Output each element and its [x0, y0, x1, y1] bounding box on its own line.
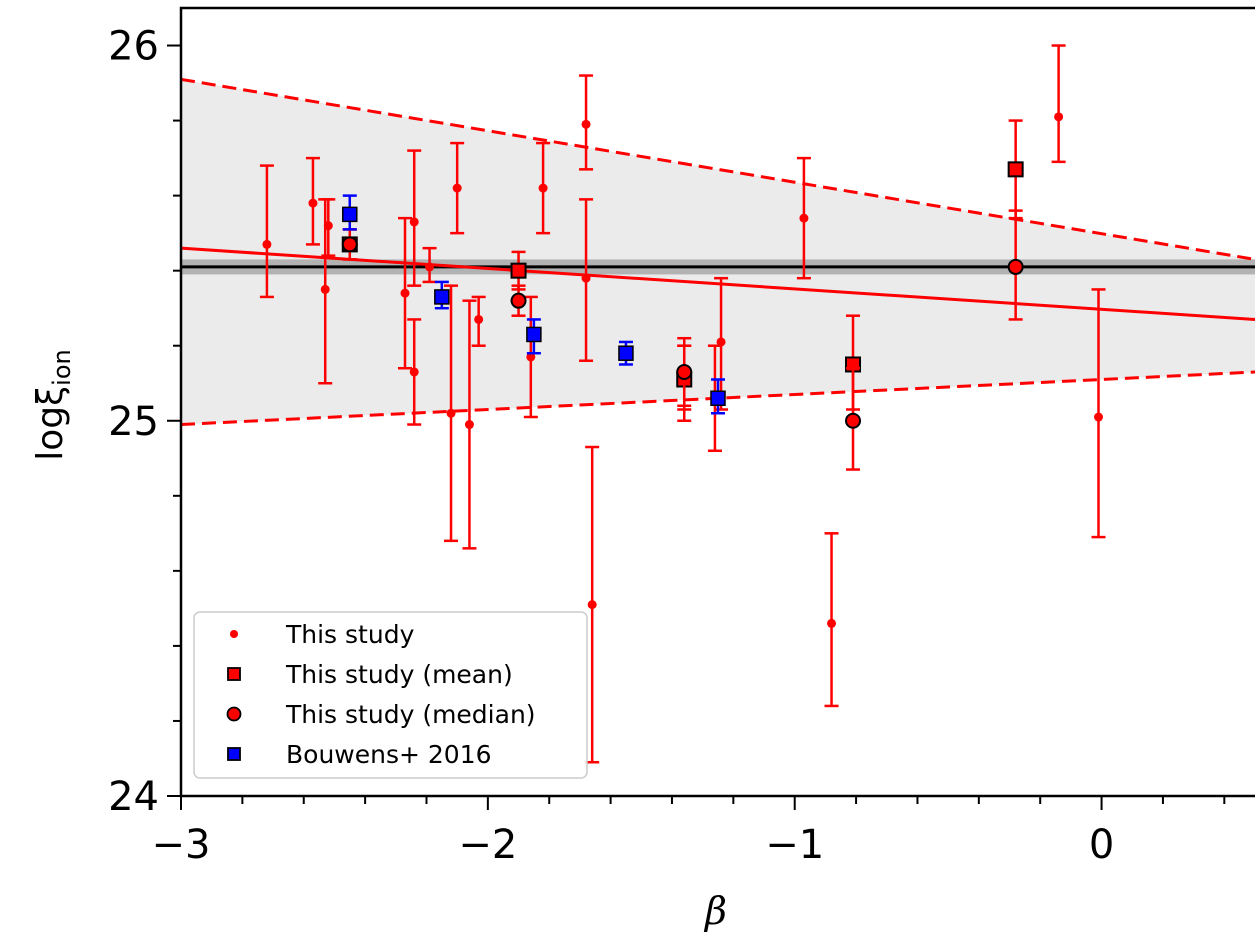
series-0-point-1	[308, 198, 318, 208]
y-tick-label: 25	[108, 399, 159, 445]
series-0-point-21	[827, 618, 837, 628]
series-0-point-7	[425, 262, 435, 272]
series-0-point-4	[400, 288, 410, 298]
series-0-point-9	[452, 183, 462, 193]
legend-label-0: This study	[285, 620, 415, 649]
series-0-point-8	[446, 408, 456, 418]
series-0-point-14	[581, 119, 591, 129]
series-2-point-3	[845, 412, 862, 429]
x-tick-label: −3	[152, 822, 211, 868]
series-2-point-2	[676, 363, 693, 380]
series-2-point-4	[1007, 258, 1024, 275]
fit-confidence-band	[181, 79, 1255, 425]
series-0-point-13	[538, 183, 548, 193]
series-0-point-20	[799, 213, 809, 223]
legend-label-2: This study (median)	[285, 700, 536, 729]
series-3-point-3	[618, 345, 634, 361]
series-3-point-1	[434, 289, 450, 305]
x-axis-label: β	[703, 889, 727, 933]
legend-label-3: Bouwens+ 2016	[286, 740, 492, 769]
series-0-point-2	[320, 284, 330, 294]
series-3	[342, 194, 726, 415]
series-0-point-12	[526, 352, 536, 362]
series-2-point-0	[341, 236, 358, 253]
fit-line	[181, 246, 1255, 321]
legend-label-1: This study (mean)	[285, 660, 513, 689]
series-0-point-23	[1094, 412, 1104, 422]
fit-upper-bound-line	[181, 77, 1255, 261]
x-tick-label: 0	[1089, 822, 1114, 868]
series-1-point-4	[1007, 161, 1024, 178]
plot-frame	[179, 6, 1255, 798]
series-0-point-22	[1054, 112, 1064, 122]
series-2-point-1	[510, 292, 527, 309]
series-2	[341, 209, 1024, 471]
series-3-point-2	[526, 326, 542, 343]
series-0-point-10	[464, 420, 474, 430]
legend-marker-0	[230, 630, 238, 638]
y-axis-label-main: logξ	[30, 386, 71, 461]
series-0-point-5	[409, 217, 419, 227]
series-0-point-6	[409, 367, 419, 377]
series-3-point-4	[710, 390, 726, 406]
x-tick-label: −1	[765, 822, 824, 868]
series-1-point-1	[510, 262, 527, 279]
y-axis-label-sub: ion	[48, 349, 76, 386]
series-0-point-11	[474, 314, 484, 324]
series-0-point-19	[716, 337, 726, 347]
y-tick-label: 26	[108, 24, 159, 70]
y-axis-label: logξion	[30, 349, 76, 461]
y-tick-label: 24	[108, 774, 159, 820]
series-0-point-15	[581, 273, 591, 283]
legend-box	[193, 611, 588, 779]
legend-marker-3	[227, 747, 241, 761]
legend: This study This study (mean) This study (m…	[193, 611, 588, 779]
legend-marker-1	[227, 667, 241, 681]
series-0-point-3	[323, 221, 333, 231]
series-0	[259, 44, 1106, 764]
x-tick-label: −2	[458, 822, 517, 868]
legend-marker-2	[226, 706, 242, 722]
series-0-point-16	[587, 600, 597, 610]
series-3-point-0	[342, 206, 358, 223]
series-0-point-0	[262, 239, 272, 249]
